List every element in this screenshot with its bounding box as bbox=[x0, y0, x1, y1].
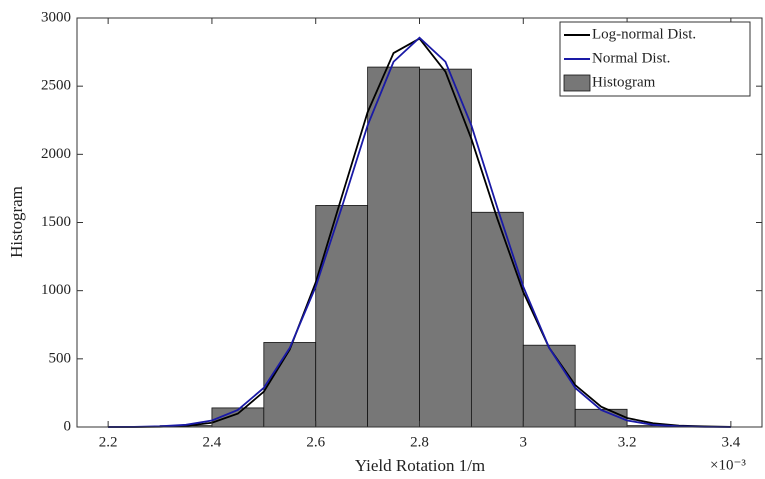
legend-label: Histogram bbox=[592, 74, 656, 90]
x-axis-label: Yield Rotation 1/m bbox=[355, 456, 485, 475]
histogram-bar bbox=[315, 205, 369, 428]
x-tick-label: 3.4 bbox=[721, 434, 740, 450]
y-tick-label: 500 bbox=[49, 350, 72, 366]
legend-label: Normal Dist. bbox=[592, 50, 670, 66]
histogram-bar bbox=[263, 342, 317, 428]
histogram-bar bbox=[419, 68, 472, 428]
x-scale-label: ×10⁻³ bbox=[710, 457, 746, 473]
histogram-bar bbox=[522, 344, 576, 428]
y-axis-label: Histogram bbox=[7, 186, 26, 258]
x-tick-label: 2.4 bbox=[203, 434, 222, 450]
legend-label: Log-normal Dist. bbox=[592, 26, 696, 42]
y-tick-label: 0 bbox=[64, 418, 72, 434]
y-tick-label: 1000 bbox=[41, 282, 71, 298]
x-tick-label: 2.6 bbox=[306, 434, 325, 450]
distribution-line bbox=[108, 36, 731, 428]
x-tick-label: 3.2 bbox=[618, 434, 637, 450]
y-tick-label: 2500 bbox=[41, 78, 71, 94]
x-tick-label: 2.8 bbox=[410, 434, 429, 450]
x-tick-label: 3 bbox=[520, 434, 528, 450]
y-tick-label: 2000 bbox=[41, 146, 71, 162]
legend-patch bbox=[563, 74, 591, 92]
histogram-bar bbox=[367, 66, 420, 428]
x-tick-label: 2.2 bbox=[99, 434, 118, 450]
y-tick-label: 1500 bbox=[41, 214, 71, 230]
y-tick-label: 3000 bbox=[41, 9, 71, 25]
legend-box bbox=[559, 21, 751, 97]
histogram-bar bbox=[470, 211, 524, 428]
